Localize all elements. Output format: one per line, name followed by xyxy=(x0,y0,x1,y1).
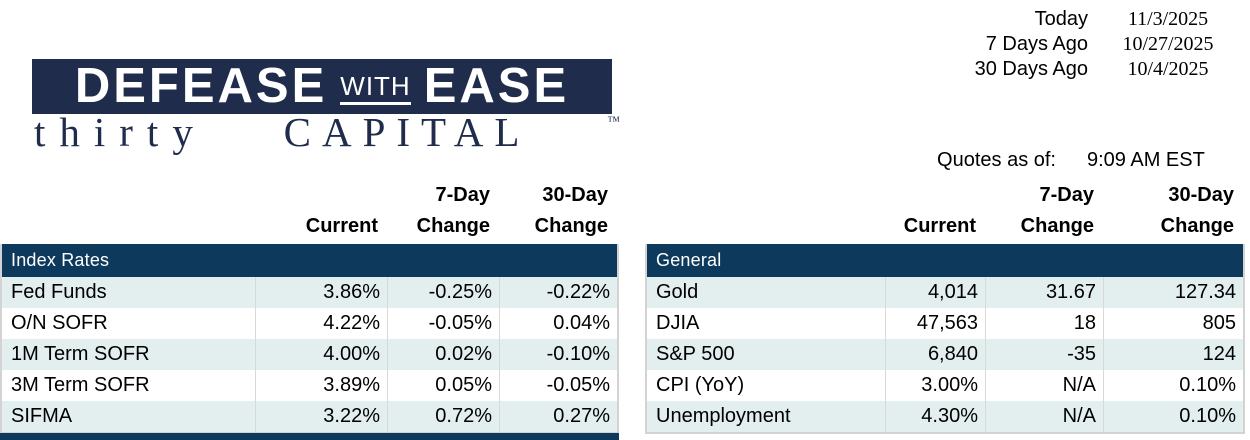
change-30day-value: 0.04% xyxy=(499,308,617,339)
change-30day-value: 0.10% xyxy=(1103,370,1243,401)
table-row-unemployment: Unemployment 4.30% N/A 0.10% xyxy=(647,401,1243,432)
current-value: 4,014 xyxy=(885,277,985,308)
row-label: CPI (YoY) xyxy=(656,374,745,396)
quotes-as-of-time: 9:09 AM EST xyxy=(1087,149,1205,171)
row-label: Unemployment xyxy=(656,405,791,427)
quotes-as-of: Quotes as of: 9:09 AM EST xyxy=(840,149,1205,172)
table-row-1m-term-sofr: 1M Term SOFR 4.00% 0.02% -0.10% xyxy=(2,339,617,370)
column-header-current: Current xyxy=(903,215,976,237)
index-rates-body: Index Rates Fed Funds 3.86% -0.25% -0.22… xyxy=(0,244,619,434)
current-value: 4.00% xyxy=(255,339,387,370)
date-label: Today xyxy=(1034,8,1088,30)
column-header-current: Current xyxy=(305,215,378,237)
date-value: 11/3/2025 xyxy=(1127,8,1209,30)
column-header-change: Change xyxy=(534,215,608,237)
general-header-line1: 7-Day 30-Day xyxy=(645,181,1245,207)
change-7day-value: 0.02% xyxy=(387,339,499,370)
current-value: 6,840 xyxy=(885,339,985,370)
section-header-general: General xyxy=(647,244,1243,277)
general-table: 7-Day 30-Day Current Change Change Gener… xyxy=(645,181,1245,434)
row-label: SIFMA xyxy=(11,405,73,427)
table-row-3m-term-sofr: 3M Term SOFR 3.89% 0.05% -0.05% xyxy=(2,370,617,401)
change-30day-value: -0.05% xyxy=(499,370,617,401)
table-row-gold: Gold 4,014 31.67 127.34 xyxy=(647,277,1243,308)
change-30day-value: 0.10% xyxy=(1103,401,1243,432)
general-body: General Gold 4,014 31.67 127.34 DJIA 47,… xyxy=(645,244,1245,434)
row-label: O/N SOFR xyxy=(11,312,108,334)
change-30day-value: 0.27% xyxy=(499,401,617,432)
logo-word-thirty: thirty xyxy=(34,109,207,155)
table-row-cpi-yoy: CPI (YoY) 3.00% N/A 0.10% xyxy=(647,370,1243,401)
current-value: 4.22% xyxy=(255,308,387,339)
current-value: 3.86% xyxy=(255,277,387,308)
index-rates-header-line1: 7-Day 30-Day xyxy=(0,181,619,207)
column-header-30-day: 30-Day xyxy=(542,184,608,206)
table-row-sp500: S&P 500 6,840 -35 124 xyxy=(647,339,1243,370)
row-label: 1M Term SOFR xyxy=(11,343,150,365)
date-row-today: Today 11/3/2025 xyxy=(890,7,1242,32)
date-value: 10/27/2025 xyxy=(1122,33,1214,55)
date-row-7-days-ago: 7 Days Ago 10/27/2025 xyxy=(890,32,1242,57)
logo-word-with: WITH xyxy=(340,73,411,105)
change-30day-value: 805 xyxy=(1103,308,1243,339)
table-row-on-sofr: O/N SOFR 4.22% -0.05% 0.04% xyxy=(2,308,617,339)
row-label: DJIA xyxy=(656,312,700,334)
column-header-change: Change xyxy=(1160,215,1234,237)
current-value: 47,563 xyxy=(885,308,985,339)
row-label: Fed Funds xyxy=(11,281,107,303)
change-30day-value: 127.34 xyxy=(1103,277,1243,308)
change-30day-value: -0.10% xyxy=(499,339,617,370)
current-value: 3.22% xyxy=(255,401,387,432)
index-rates-header-line2: Current Change Change xyxy=(0,207,619,238)
row-label: S&P 500 xyxy=(656,343,735,365)
defease-with-ease-logo: DEFEASE WITH EASE xyxy=(32,59,612,114)
index-rates-table: 7-Day 30-Day Current Change Change Index… xyxy=(0,181,619,434)
change-7day-value: 0.72% xyxy=(387,401,499,432)
change-30day-value: 124 xyxy=(1103,339,1243,370)
date-row-30-days-ago: 30 Days Ago 10/4/2025 xyxy=(890,57,1242,82)
date-label: 7 Days Ago xyxy=(985,33,1088,55)
logo-word-defease: DEFEASE xyxy=(74,59,328,113)
column-header-change: Change xyxy=(1020,215,1094,237)
change-7day-value: 18 xyxy=(985,308,1103,339)
next-section-band-cutoff xyxy=(0,433,619,440)
table-row-fed-funds: Fed Funds 3.86% -0.25% -0.22% xyxy=(2,277,617,308)
logo-word-capital: CAPITAL xyxy=(283,109,531,155)
current-value: 3.89% xyxy=(255,370,387,401)
column-header-7-day: 7-Day xyxy=(435,184,490,206)
section-header-index-rates: Index Rates xyxy=(2,244,617,277)
current-value: 3.00% xyxy=(885,370,985,401)
general-header-line2: Current Change Change xyxy=(645,207,1245,238)
change-30day-value: -0.22% xyxy=(499,277,617,308)
logo-word-ease: EASE xyxy=(423,59,570,113)
column-header-7-day: 7-Day xyxy=(1039,184,1094,206)
current-value: 4.30% xyxy=(885,401,985,432)
row-label: 3M Term SOFR xyxy=(11,374,150,396)
change-7day-value: 31.67 xyxy=(985,277,1103,308)
reference-dates: Today 11/3/2025 7 Days Ago 10/27/2025 30… xyxy=(890,7,1242,82)
change-7day-value: 0.05% xyxy=(387,370,499,401)
column-header-30-day: 30-Day xyxy=(1168,184,1234,206)
row-label: Gold xyxy=(656,281,699,303)
change-7day-value: N/A xyxy=(985,401,1103,432)
trademark-symbol: ™ xyxy=(607,113,620,128)
date-label: 30 Days Ago xyxy=(974,58,1088,80)
change-7day-value: -35 xyxy=(985,339,1103,370)
quotes-as-of-label: Quotes as of: xyxy=(937,149,1056,171)
change-7day-value: -0.05% xyxy=(387,308,499,339)
change-7day-value: N/A xyxy=(985,370,1103,401)
table-row-sifma: SIFMA 3.22% 0.72% 0.27% xyxy=(2,401,617,432)
column-header-change: Change xyxy=(416,215,490,237)
table-row-djia: DJIA 47,563 18 805 xyxy=(647,308,1243,339)
thirty-capital-wordmark: thirty CAPITAL ™ xyxy=(34,112,620,153)
date-value: 10/4/2025 xyxy=(1127,58,1209,80)
change-7day-value: -0.25% xyxy=(387,277,499,308)
